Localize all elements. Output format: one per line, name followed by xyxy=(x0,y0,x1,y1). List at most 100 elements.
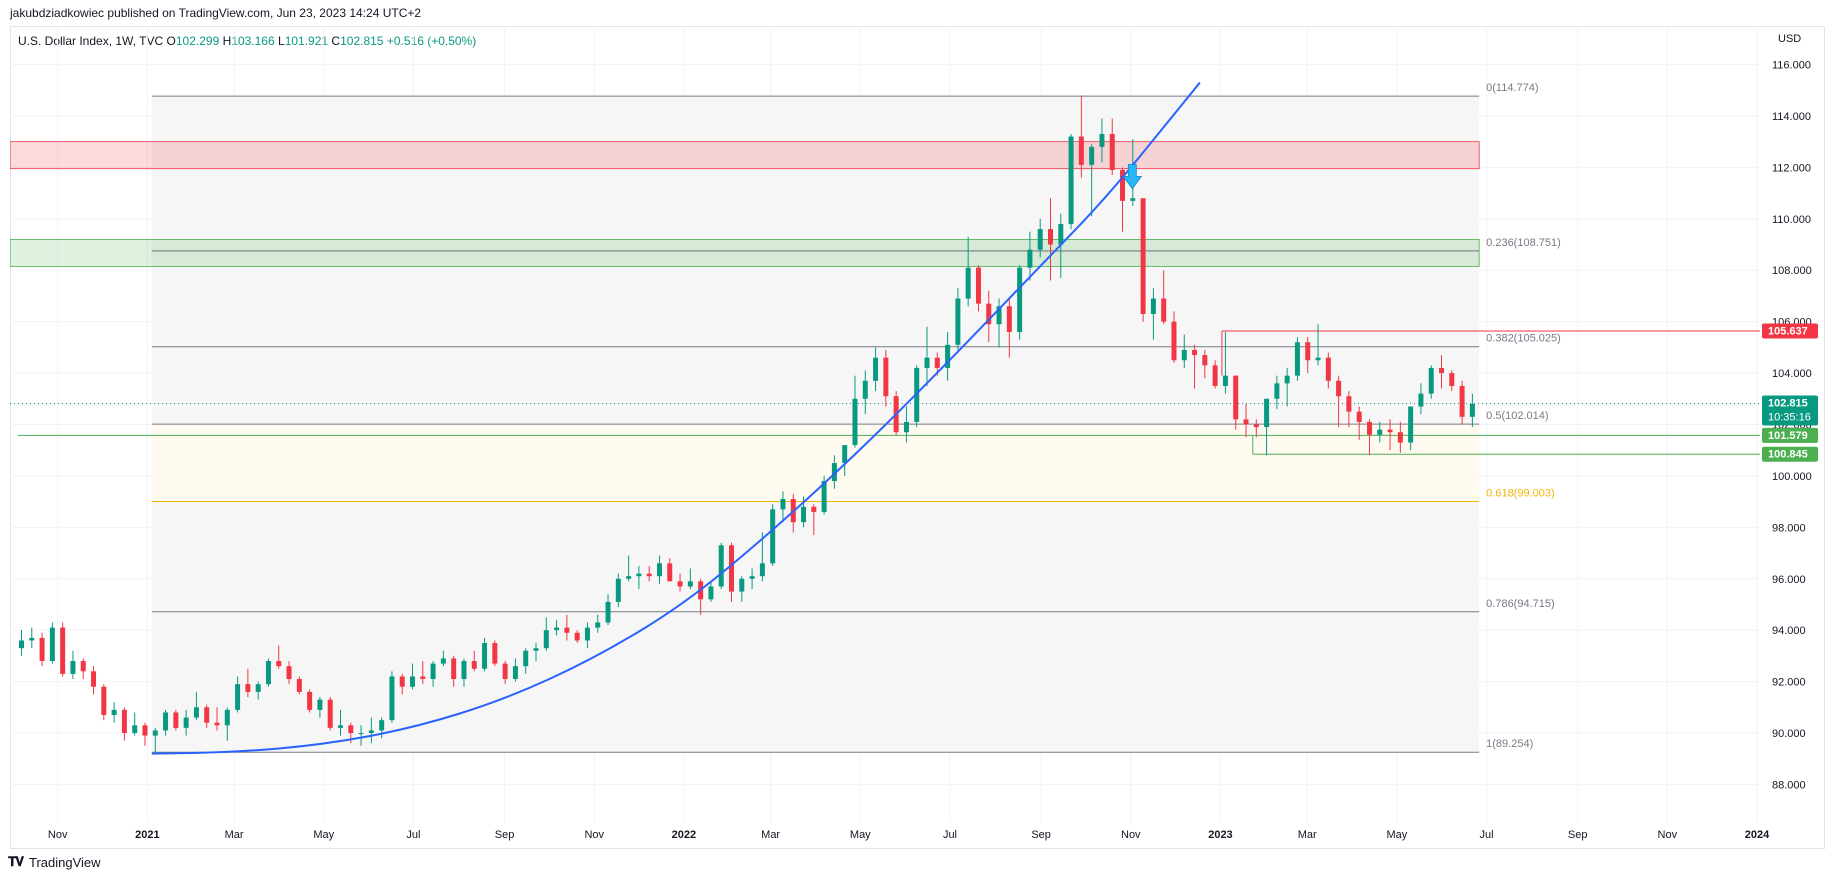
symbol-name[interactable]: U.S. Dollar Index, 1W, TVC xyxy=(18,34,164,48)
candle-body[interactable] xyxy=(70,661,76,674)
candle-body[interactable] xyxy=(1006,306,1012,332)
candle-body[interactable] xyxy=(39,637,45,662)
candle-body[interactable] xyxy=(337,725,343,728)
candle-body[interactable] xyxy=(842,445,848,464)
candle-body[interactable] xyxy=(80,661,86,672)
candle-body[interactable] xyxy=(667,563,673,582)
down-arrow-icon[interactable] xyxy=(1122,164,1143,190)
candle-body[interactable] xyxy=(1366,421,1372,435)
candle-body[interactable] xyxy=(1192,349,1198,356)
candle-body[interactable] xyxy=(1130,198,1136,201)
candle-body[interactable] xyxy=(687,581,693,587)
candle-body[interactable] xyxy=(965,267,971,299)
candle-body[interactable] xyxy=(1243,419,1249,425)
candle-body[interactable] xyxy=(656,563,662,577)
candle-body[interactable] xyxy=(512,666,518,680)
candle-body[interactable] xyxy=(1150,298,1156,314)
candle-body[interactable] xyxy=(152,730,158,736)
candle-body[interactable] xyxy=(245,684,251,692)
candle-body[interactable] xyxy=(605,601,611,623)
candle-body[interactable] xyxy=(543,630,549,649)
candle-body[interactable] xyxy=(1377,429,1383,435)
candle-body[interactable] xyxy=(286,666,292,680)
candle-body[interactable] xyxy=(1356,411,1362,422)
price-chart[interactable]: 0(114.774) 0.236(108.751) 0.382(105.025) 0.… xyxy=(10,26,1825,849)
candle-body[interactable] xyxy=(224,709,230,726)
resistance-zone[interactable] xyxy=(10,141,1480,170)
candle-body[interactable] xyxy=(492,643,498,664)
parabolic-curve[interactable] xyxy=(151,81,1201,755)
candle-body[interactable] xyxy=(1315,357,1321,361)
candle-body[interactable] xyxy=(389,676,395,721)
candle-body[interactable] xyxy=(564,627,570,633)
candle-body[interactable] xyxy=(29,637,35,641)
candle-body[interactable] xyxy=(327,699,333,728)
candle-body[interactable] xyxy=(183,717,189,728)
candle-body[interactable] xyxy=(1253,424,1259,428)
candle-body[interactable] xyxy=(574,632,580,641)
candle-body[interactable] xyxy=(955,298,961,345)
candle-body[interactable] xyxy=(1346,396,1352,412)
candle-body[interactable] xyxy=(677,581,683,587)
candle-body[interactable] xyxy=(945,344,951,368)
candle-body[interactable] xyxy=(111,709,117,716)
candle-body[interactable] xyxy=(903,421,909,433)
candle-body[interactable] xyxy=(132,725,138,734)
candle-body[interactable] xyxy=(523,650,529,667)
candle-body[interactable] xyxy=(1037,229,1043,250)
candle-body[interactable] xyxy=(276,661,282,667)
candle-body[interactable] xyxy=(1397,432,1403,443)
candle-body[interactable] xyxy=(19,640,24,649)
candle-body[interactable] xyxy=(924,357,930,368)
candle-body[interactable] xyxy=(60,627,66,674)
candle-body[interactable] xyxy=(49,627,55,662)
candle-body[interactable] xyxy=(1089,146,1095,165)
candle-body[interactable] xyxy=(801,506,807,523)
candle-body[interactable] xyxy=(1161,298,1167,322)
candle-body[interactable] xyxy=(636,573,642,577)
candle-body[interactable] xyxy=(410,676,416,687)
candle-body[interactable] xyxy=(862,380,868,399)
candle-body[interactable] xyxy=(1459,385,1465,417)
candle-body[interactable] xyxy=(996,306,1002,325)
candle-body[interactable] xyxy=(739,578,745,592)
candle-body[interactable] xyxy=(1305,342,1311,361)
candle-body[interactable] xyxy=(502,663,508,680)
candle-body[interactable] xyxy=(615,578,621,602)
candle-body[interactable] xyxy=(708,586,714,600)
candle-body[interactable] xyxy=(533,648,539,651)
candle-body[interactable] xyxy=(780,499,786,510)
candle-body[interactable] xyxy=(934,357,940,368)
candle-body[interactable] xyxy=(1408,406,1414,443)
candle-body[interactable] xyxy=(307,691,313,710)
candle-body[interactable] xyxy=(1181,349,1187,361)
candle-body[interactable] xyxy=(1469,403,1475,417)
candle-body[interactable] xyxy=(121,709,127,734)
candle-body[interactable] xyxy=(317,699,323,710)
candle-body[interactable] xyxy=(1058,223,1064,245)
candle-body[interactable] xyxy=(1140,198,1146,314)
candle-body[interactable] xyxy=(1017,267,1023,332)
candle-body[interactable] xyxy=(451,658,457,680)
candle-body[interactable] xyxy=(749,576,755,579)
candle-body[interactable] xyxy=(1439,367,1445,374)
candle-body[interactable] xyxy=(1284,375,1290,384)
footer-brand[interactable]: TradingView xyxy=(29,854,101,870)
candle-body[interactable] xyxy=(1212,365,1218,386)
candle-body[interactable] xyxy=(296,679,302,692)
candle-body[interactable] xyxy=(626,576,632,579)
candle-body[interactable] xyxy=(163,712,169,731)
candle-body[interactable] xyxy=(265,661,271,685)
candle-body[interactable] xyxy=(718,545,724,587)
candle-body[interactable] xyxy=(1387,429,1393,433)
candle-body[interactable] xyxy=(811,506,817,512)
candle-body[interactable] xyxy=(193,707,199,718)
candle-body[interactable] xyxy=(1222,375,1228,386)
candle-body[interactable] xyxy=(1171,321,1177,361)
candle-body[interactable] xyxy=(101,686,107,716)
candle-body[interactable] xyxy=(482,643,488,669)
candle-body[interactable] xyxy=(852,398,858,446)
candle-body[interactable] xyxy=(821,481,827,512)
candle-body[interactable] xyxy=(759,563,765,577)
candle-body[interactable] xyxy=(831,463,837,482)
